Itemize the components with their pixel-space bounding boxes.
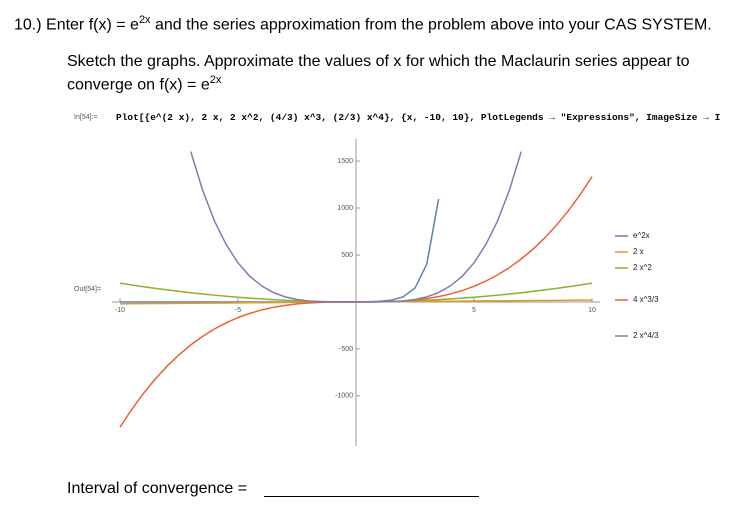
instruction: Sketch the graphs. Approximate the value… <box>67 52 732 94</box>
instruction-exponent: 2x <box>209 74 222 86</box>
legend-label: 2 x^4/3 <box>633 331 659 340</box>
question: 10.) Enter f(x) = e2x and the series app… <box>14 11 714 34</box>
question-text: and the series approximation from the pr… <box>150 16 712 34</box>
instruction-text: Sketch the graphs. Approximate the value… <box>67 53 690 94</box>
legend-label: e^2x <box>633 231 650 240</box>
question-text: 10.) Enter f(x) = e <box>14 16 139 34</box>
series-line <box>120 198 440 303</box>
legend-label: 4 x^3/3 <box>633 295 659 304</box>
x-tick-label: 10 <box>588 307 596 314</box>
input-code: Plot[{e^(2 x), 2 x, 2 x^2, (4/3) x^3, (2… <box>116 112 721 123</box>
y-tick-label: 1000 <box>337 205 353 212</box>
output-label: Out[54]= <box>74 286 102 293</box>
y-tick-label: -500 <box>339 346 353 353</box>
series-line <box>190 151 522 303</box>
x-tick-label: -5 <box>235 307 241 314</box>
answer-blank <box>264 496 479 497</box>
legend-label: 2 x^2 <box>633 263 652 272</box>
input-label: In[54]:= <box>74 114 98 121</box>
answer-label: Interval of convergence = <box>67 480 248 497</box>
y-tick-label: 500 <box>341 252 353 259</box>
x-tick-label: -10 <box>115 307 125 314</box>
question-exponent: 2x <box>138 14 151 26</box>
x-tick-label: 5 <box>472 307 476 314</box>
y-tick-label: -1000 <box>335 393 353 400</box>
y-tick-label: 1500 <box>337 158 353 165</box>
legend-label: 2 x <box>633 247 644 256</box>
